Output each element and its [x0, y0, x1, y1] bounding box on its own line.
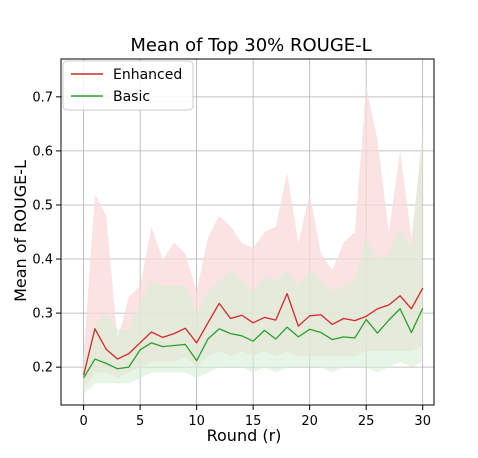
- series-lines: [82, 287, 424, 379]
- y-tick-label: 0.7: [32, 90, 53, 105]
- confidence-bands: [83, 86, 423, 395]
- line-enhanced: [82, 287, 424, 376]
- band-basic: [83, 129, 423, 395]
- x-tick-label: 5: [136, 414, 144, 429]
- x-tick-label: 0: [79, 414, 87, 429]
- legend: Enhanced Basic: [62, 60, 194, 111]
- line-basic: [83, 307, 424, 379]
- legend-label-basic: Basic: [113, 89, 150, 105]
- y-tick-label: 0.6: [32, 144, 53, 159]
- x-axis-label: Round (r): [207, 426, 282, 445]
- plot-frame: [60, 58, 435, 406]
- x-tick-label: 30: [414, 414, 431, 429]
- y-tick-label: 0.2: [32, 361, 53, 376]
- y-tick-label: 0.3: [32, 307, 53, 322]
- y-tick-label: 0.4: [32, 253, 53, 268]
- y-tick-label: 0.5: [32, 198, 53, 213]
- y-axis-label: Mean of ROUGE-L: [11, 160, 30, 302]
- x-tick-label: 25: [358, 414, 375, 429]
- x-tick-label: 10: [188, 414, 205, 429]
- x-tick-label: 15: [245, 414, 262, 429]
- legend-label-enhanced: Enhanced: [113, 67, 182, 83]
- chart-title: Mean of Top 30% ROUGE-L: [130, 35, 371, 56]
- ticks: 0 5 10 15 20 25 30 0.2 0.3 0.4 0.5 0.6 0.7: [32, 90, 431, 429]
- x-tick-label: 20: [301, 414, 318, 429]
